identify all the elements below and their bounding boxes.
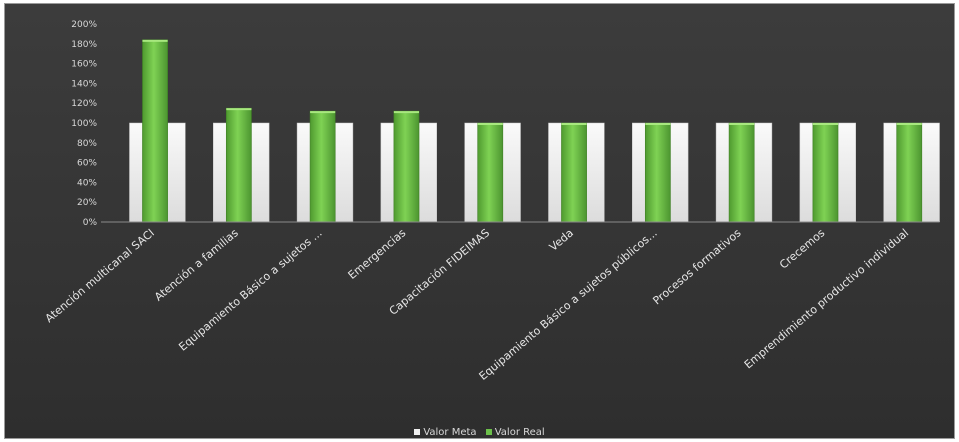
bar-real-cap (729, 123, 755, 125)
legend-swatch-real (485, 429, 492, 435)
legend-label-real: Valor Real (494, 427, 545, 438)
y-tick-label: 140% (71, 79, 97, 89)
x-tick-label: Atención multicanal SACI (43, 226, 157, 325)
x-tick-label: Veda (547, 226, 576, 253)
legend-swatch-meta (414, 429, 421, 435)
x-tick-label: Equipamiento Básico a sujetos públicos..… (477, 226, 660, 383)
y-tick-label: 40% (77, 178, 97, 188)
y-tick-label: 120% (71, 99, 97, 109)
bar-real (393, 110, 420, 223)
x-tick-label: Atención a familias (152, 226, 241, 304)
bar-real (644, 122, 671, 223)
y-tick-label: 80% (77, 139, 97, 149)
bar-real-cap (896, 123, 922, 125)
bar-chart: 0% 20% 40% 60% 80% 100% 120% 140% 160% 180% 200% A… (43, 20, 940, 383)
real-series (142, 39, 923, 223)
bar-real-cap (645, 123, 671, 125)
x-tick-label: Crecemos (777, 226, 827, 271)
legend-label-meta: Valor Meta (423, 427, 477, 438)
bar-real-cap (561, 123, 587, 125)
y-tick-label: 0% (83, 218, 98, 228)
bar-real (142, 39, 168, 223)
y-tick-label: 60% (77, 159, 97, 169)
bar-real-cap (812, 123, 839, 125)
legend-item-real: Valor Real (485, 427, 545, 438)
y-tick-label: 20% (77, 198, 97, 208)
y-axis: 0% 20% 40% 60% 80% 100% 120% 140% 160% 180% 200% (71, 20, 97, 228)
bar-real-cap (477, 123, 503, 125)
bar-real (561, 122, 587, 223)
y-tick-label: 100% (71, 119, 97, 129)
chart-area: 0% 20% 40% 60% 80% 100% 120% 140% 160% 180% 200% A… (4, 3, 955, 439)
legend-item-meta: Valor Meta (414, 427, 477, 438)
x-tick-label: Procesos formativos (650, 226, 743, 307)
bar-real (477, 122, 504, 223)
bar-real-cap (393, 111, 420, 114)
x-tick-label: Emprendimiento productivo individual (742, 226, 911, 371)
x-tick-label: Emergencias (346, 226, 409, 282)
y-tick-label: 160% (71, 60, 97, 70)
x-tick-label: Equipamiento Básico a sujetos ... (176, 226, 324, 353)
legend: Valor Meta Valor Real (5, 427, 954, 438)
bar-real (812, 122, 839, 223)
y-tick-label: 200% (71, 20, 97, 30)
bar-real (225, 107, 252, 223)
y-tick-label: 180% (71, 40, 97, 50)
bar-real-cap (142, 39, 168, 42)
bar-real-cap (310, 111, 336, 114)
bar-real (728, 122, 755, 223)
bar-real (896, 122, 923, 223)
bar-real (309, 110, 336, 223)
bar-real-cap (226, 108, 252, 111)
